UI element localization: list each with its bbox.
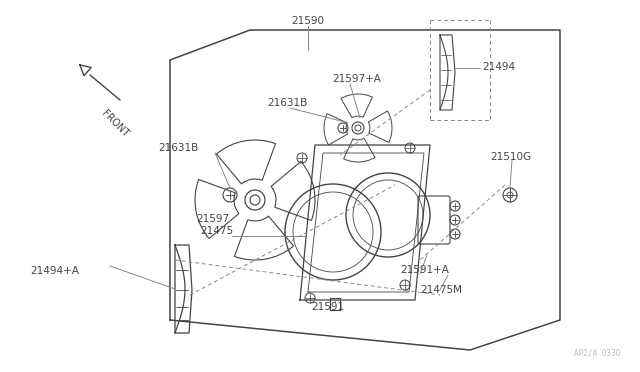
Text: 21494+A: 21494+A: [30, 266, 79, 276]
Text: 21591+A: 21591+A: [400, 265, 449, 275]
Text: 21475: 21475: [200, 226, 233, 236]
Text: FRONT: FRONT: [100, 108, 131, 139]
Text: 21494: 21494: [482, 62, 515, 72]
Text: 21475M: 21475M: [420, 285, 462, 295]
Text: 21591: 21591: [311, 302, 344, 312]
Text: 21597: 21597: [196, 214, 229, 224]
Text: 21510G: 21510G: [490, 152, 531, 162]
Text: 21631B: 21631B: [158, 143, 198, 153]
Text: 21631B: 21631B: [267, 98, 307, 108]
Text: 21590: 21590: [291, 16, 324, 26]
Text: AP2/A 0330: AP2/A 0330: [573, 349, 620, 358]
Text: 21597+A: 21597+A: [332, 74, 381, 84]
